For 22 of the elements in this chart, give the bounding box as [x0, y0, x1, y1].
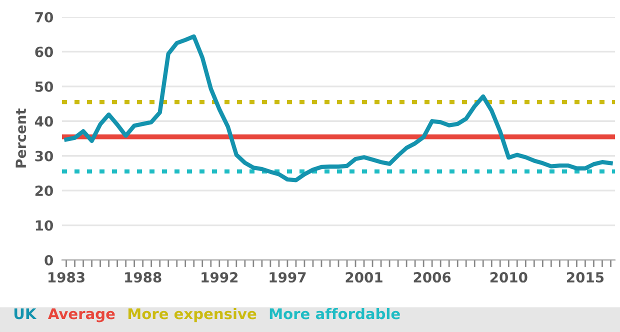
ref-line-label: More affordable [270, 308, 400, 320]
text: UK [14, 308, 37, 320]
x-tick-label: 1983 [48, 272, 84, 283]
y-tick-label: 50 [35, 81, 54, 92]
y-axis-title: Percent [16, 108, 26, 168]
y-tick-label: 20 [35, 186, 54, 196]
y-tick-label: 30 [35, 150, 54, 162]
x-tick-label: 2010 [490, 272, 528, 283]
line-series [64, 34, 613, 182]
y-tick-label: 10 [36, 220, 54, 231]
y-tick-label: 60 [35, 46, 54, 58]
x-tick-label: 2001 [346, 272, 382, 283]
y-tick-label: 40 [34, 116, 54, 127]
x-tick-label: 1992 [202, 272, 238, 283]
y-tick-label: 70 [35, 12, 54, 22]
y-tick-label: 0 [44, 254, 54, 266]
x-tick-label: 2006 [414, 272, 451, 283]
x-tick-label: 2015 [566, 272, 604, 283]
x-tick-label: 1988 [125, 272, 162, 283]
ref-line-label: Average [48, 308, 115, 322]
x-tick-label: 1997 [270, 272, 306, 283]
ref-line-label: More expensive [128, 308, 256, 322]
